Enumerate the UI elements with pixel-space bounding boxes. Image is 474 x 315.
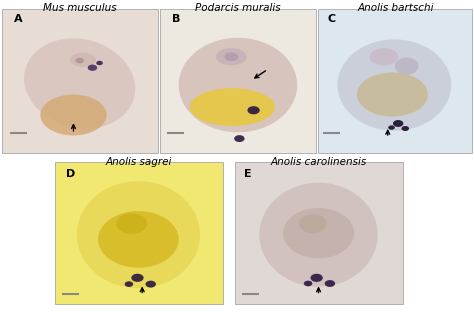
Circle shape xyxy=(393,120,403,127)
Ellipse shape xyxy=(77,181,200,288)
Circle shape xyxy=(146,281,156,288)
Circle shape xyxy=(234,135,245,142)
Ellipse shape xyxy=(40,94,107,135)
Text: Anolis bartschi: Anolis bartschi xyxy=(357,3,434,13)
Ellipse shape xyxy=(370,48,398,65)
Bar xyxy=(55,162,223,304)
Ellipse shape xyxy=(98,211,179,268)
Text: Podarcis muralis: Podarcis muralis xyxy=(195,3,281,13)
Ellipse shape xyxy=(190,88,275,126)
Ellipse shape xyxy=(224,52,238,61)
Ellipse shape xyxy=(395,57,419,75)
Circle shape xyxy=(88,65,97,71)
Circle shape xyxy=(125,281,133,287)
Text: Mus musculus: Mus musculus xyxy=(43,3,117,13)
Text: A: A xyxy=(14,14,23,24)
Circle shape xyxy=(247,106,260,114)
Text: C: C xyxy=(327,14,335,24)
Bar xyxy=(2,9,158,153)
Ellipse shape xyxy=(179,38,297,132)
Circle shape xyxy=(96,61,103,65)
Text: D: D xyxy=(66,169,75,179)
Ellipse shape xyxy=(24,38,135,129)
Circle shape xyxy=(401,126,409,131)
Circle shape xyxy=(304,281,312,286)
Bar xyxy=(318,9,472,153)
Text: E: E xyxy=(244,169,252,179)
Ellipse shape xyxy=(75,58,84,63)
Text: Anolis sagrei: Anolis sagrei xyxy=(105,157,172,167)
Ellipse shape xyxy=(337,39,451,131)
Text: B: B xyxy=(172,14,180,24)
Circle shape xyxy=(310,274,323,282)
Ellipse shape xyxy=(117,214,147,234)
Circle shape xyxy=(325,280,335,287)
Ellipse shape xyxy=(357,72,428,117)
Ellipse shape xyxy=(70,53,96,67)
Circle shape xyxy=(388,125,395,130)
Circle shape xyxy=(131,274,144,282)
Bar xyxy=(235,162,403,304)
Text: Anolis carolinensis: Anolis carolinensis xyxy=(270,157,367,167)
Bar xyxy=(160,9,316,153)
Ellipse shape xyxy=(283,208,354,258)
Ellipse shape xyxy=(259,183,378,287)
Ellipse shape xyxy=(299,214,327,233)
Ellipse shape xyxy=(216,48,246,65)
